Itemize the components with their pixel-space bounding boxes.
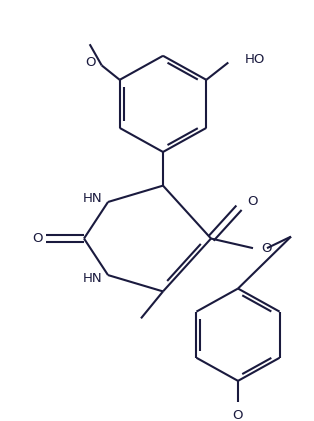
Text: O: O — [247, 195, 257, 208]
Text: O: O — [233, 409, 243, 421]
Text: HN: HN — [82, 272, 102, 285]
Text: O: O — [85, 56, 96, 69]
Text: O: O — [261, 242, 272, 255]
Text: HN: HN — [82, 192, 102, 205]
Text: HO: HO — [244, 53, 265, 66]
Text: O: O — [33, 232, 43, 245]
